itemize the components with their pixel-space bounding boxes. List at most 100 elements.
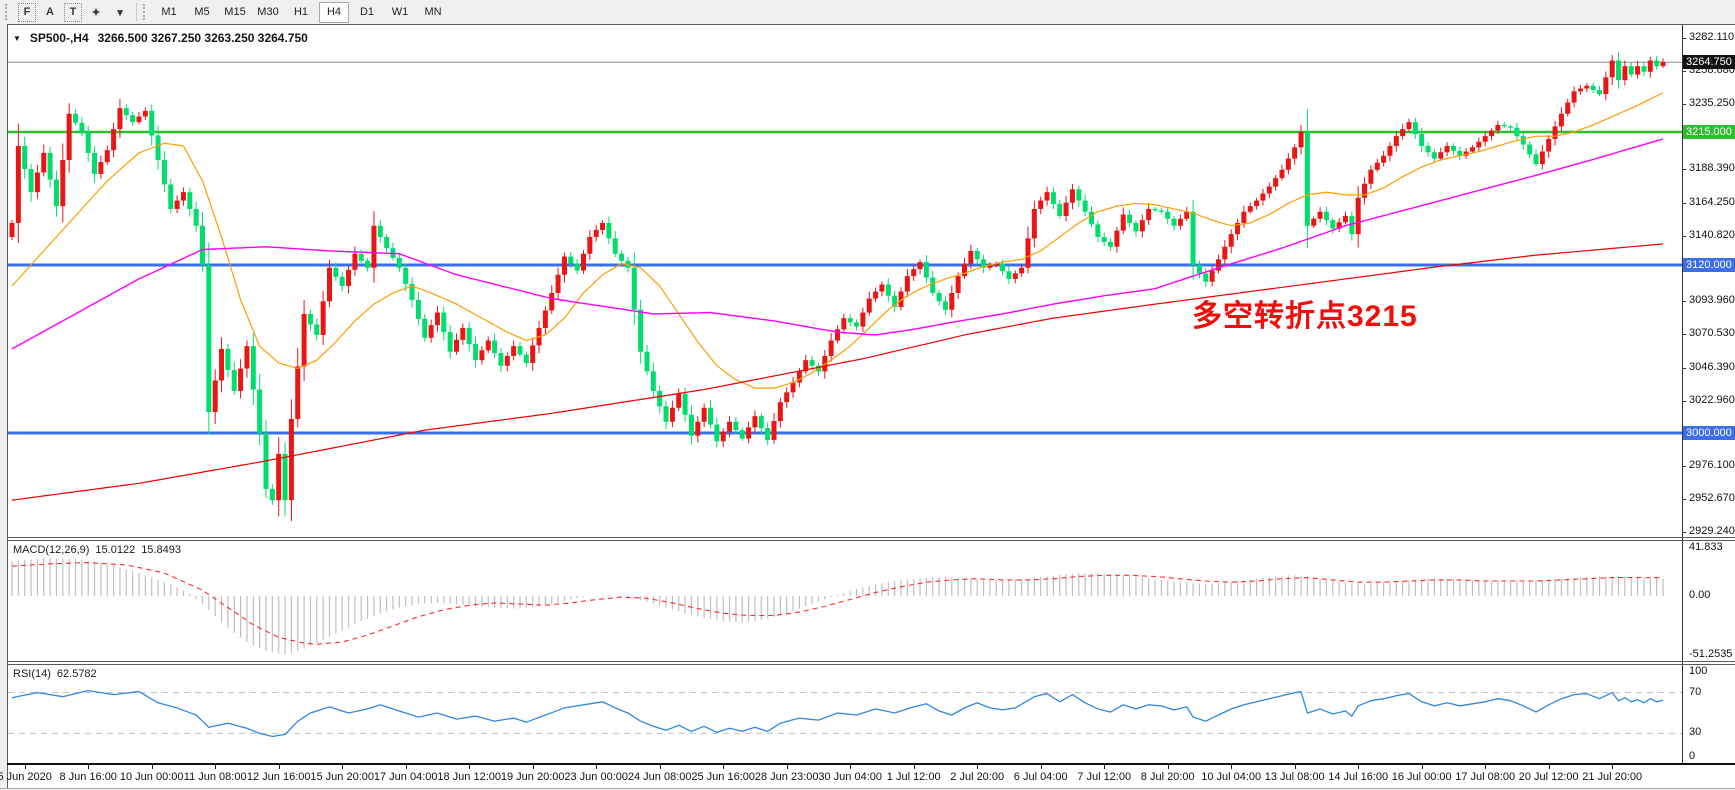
time-axis-tick [659,764,661,769]
window-bottom-border [0,788,1735,789]
chart-title-ohlc: 3266.500 3267.250 3263.250 3264.750 [97,31,308,45]
time-axis-label: 25 Jun 16:00 [691,771,755,783]
time-axis-tick [723,764,725,769]
time-axis-tick [850,764,852,769]
symbol-dropdown-icon[interactable]: ▼ [13,34,21,43]
price-axis-tick [1682,103,1686,105]
time-axis-tick [977,764,979,769]
time-axis-label: 10 Jun 00:00 [119,771,184,783]
rsi-indicator-plot[interactable] [8,665,1682,763]
time-axis-tick [342,764,344,769]
time-axis-tick [151,764,153,769]
time-axis-label: 12 Jun 16:00 [246,771,311,783]
styles-icon[interactable]: ✦ [91,6,101,19]
rsi-axis-label: 30 [1689,726,1702,739]
time-axis-label: 6 Jul 04:00 [1013,771,1068,783]
price-chart-plot[interactable] [8,25,1682,537]
price-axis-tick [1682,169,1686,171]
toolbar-grip[interactable] [5,4,12,20]
timeframe-button-d1[interactable]: D1 [359,6,375,18]
time-axis-label: 1 Jul 12:00 [886,771,941,783]
time-axis-tick [1294,764,1296,769]
price-axis-tick [1682,466,1686,468]
rsi-axis-label: 70 [1689,685,1702,698]
window-top-border [7,24,1735,25]
price-axis-label: 3235.250 [1689,96,1735,109]
time-axis-tick [1612,764,1614,769]
price-axis-tick [1682,532,1686,533]
price-level-badge: 3000.000 [1683,425,1735,440]
timeframe-button-w1[interactable]: W1 [391,6,409,18]
timeframe-toolbar-grip[interactable] [143,4,150,20]
time-axis-tick [1167,764,1169,769]
price-axis-tick [1682,38,1686,39]
chart-title-symbol: SP500-,H4 [29,31,89,45]
time-axis-tick [24,764,26,769]
toolbar: F A T ✦ ▾ M1 M5 M15 M30 H1 H4 D1 W1 MN [0,0,1735,24]
macd-label: MACD(12,26,9) [13,544,90,556]
price-level-badge: 3120.000 [1683,257,1735,272]
ma-slow-red [11,243,1664,501]
macd-indicator-plot[interactable] [8,541,1682,661]
timeframe-button-m5[interactable]: M5 [194,6,210,18]
time-axis-tick [1040,764,1042,769]
price-axis-tick [1682,70,1686,72]
rsi-axis-label: 0 [1689,750,1696,762]
window-left-border [7,24,8,788]
rsi-value: 62.5782 [56,668,97,680]
rsi-axis-label: 100 [1689,665,1708,677]
macd-axis-label: 0.00 [1689,589,1711,601]
price-axis-label: 2976.100 [1689,459,1735,472]
macd-panel-title: MACD(12,26,9) 15.0122 15.8493 [13,544,181,556]
price-axis-label: 3282.110 [1689,31,1735,43]
macd-value-main: 15.0122 [95,544,136,556]
price-axis-label: 2952.670 [1689,492,1735,505]
price-axis-tick [1682,334,1686,336]
macd-separator-top [7,537,1735,538]
price-axis-tick [1682,235,1686,237]
text-label-icon[interactable]: A [46,6,54,18]
price-level-badge: 3264.750 [1683,55,1735,70]
price-axis-tick [1682,400,1686,402]
time-axis-border [7,763,1735,765]
macd-axis-label: -51.2535 [1689,647,1733,660]
time-axis-tick [88,764,90,769]
styles-dropdown-icon[interactable]: ▾ [117,6,123,19]
time-axis-tick [215,764,217,769]
price-axis-label: 3046.390 [1689,360,1735,373]
time-axis-tick [913,764,915,769]
timeframe-button-mn[interactable]: MN [424,6,442,18]
time-axis-tick [532,764,534,769]
rsi-separator-bottom [7,664,1735,665]
time-axis-tick [596,764,598,769]
price-level-badge: 3215.000 [1683,124,1735,139]
timeframe-button-group: M1 M5 M15 M30 H1 H4 D1 W1 MN [154,1,448,23]
timeframe-button-m30[interactable]: M30 [257,6,279,18]
ma-fast-orange [11,92,1664,389]
text-box-icon[interactable]: T [64,2,82,22]
time-axis-label: 18 Jun 12:00 [437,771,501,783]
time-axis-tick [1231,764,1233,769]
price-axis-label: 3022.960 [1689,393,1735,406]
price-axis-tick [1682,202,1686,204]
time-axis-tick [786,764,788,769]
time-axis-tick [405,764,407,769]
rsi-separator-top [7,661,1735,662]
timeframe-button-h1[interactable]: H1 [293,6,309,18]
time-axis-tick [1548,764,1550,769]
time-axis-label: 24 Jun 08:00 [627,771,692,783]
price-axis-separator [1682,25,1683,764]
template-f-icon[interactable]: F [18,2,36,22]
timeframe-button-h4[interactable]: H4 [319,1,349,23]
time-axis-label: 28 Jun 23:00 [754,771,819,783]
price-axis-label: 2929.240 [1689,525,1735,537]
time-axis-label: 8 Jun 16:00 [59,771,117,783]
timeframe-button-m1[interactable]: M1 [161,6,177,18]
macd-value-signal: 15.8493 [141,544,181,556]
chart-annotation-text[interactable]: 多空转折点3215 [1192,300,1418,333]
time-axis-tick [469,764,471,769]
timeframe-button-m15[interactable]: M15 [224,6,246,18]
time-axis-label: 11 Jun 08:00 [183,771,247,783]
price-axis-tick [1682,367,1686,369]
macd-signal-line [11,562,1664,645]
